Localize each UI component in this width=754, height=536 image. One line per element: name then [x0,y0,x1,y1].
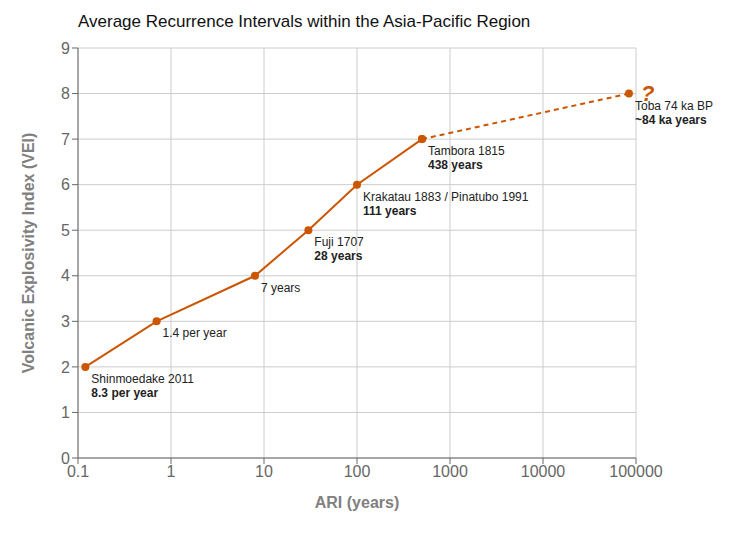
svg-text:1000: 1000 [432,463,468,480]
svg-text:7 years: 7 years [261,281,300,295]
svg-text:ARI (years): ARI (years) [315,494,399,511]
svg-text:Fuji 1707: Fuji 1707 [314,235,364,249]
svg-text:2: 2 [61,359,70,376]
svg-text:1: 1 [167,463,176,480]
svg-text:100000: 100000 [609,463,662,480]
svg-text:10: 10 [255,463,273,480]
svg-text:9: 9 [61,40,70,57]
svg-text:5: 5 [61,222,70,239]
svg-text:10000: 10000 [521,463,566,480]
svg-text:0.1: 0.1 [67,463,89,480]
svg-text:Volcanic Explosivity Index (VE: Volcanic Explosivity Index (VEI) [20,133,37,374]
svg-text:28 years: 28 years [314,249,362,263]
svg-text:4: 4 [61,267,70,284]
svg-text:Shinmoedake 2011: Shinmoedake 2011 [91,372,194,386]
svg-text:8.3 per year: 8.3 per year [91,386,158,400]
svg-text:?: ? [641,81,654,106]
svg-text:Toba 74 ka BP: Toba 74 ka BP [635,98,713,113]
svg-text:1: 1 [61,404,70,421]
svg-text:1.4 per year: 1.4 per year [163,326,227,340]
svg-text:0: 0 [61,450,70,467]
svg-text:100: 100 [344,463,371,480]
html-text:Average Recurrence Intervals w: Average Recurrence Intervals within the … [78,12,531,31]
svg-text:438 years: 438 years [428,158,483,172]
svg-text:6: 6 [61,176,70,193]
svg-text:Krakatau 1883 / Pinatubo 1991: Krakatau 1883 / Pinatubo 1991 [363,190,529,204]
svg-text:7: 7 [61,131,70,148]
svg-text:111 years: 111 years [363,204,417,218]
svg-text:Tambora 1815: Tambora 1815 [428,144,505,158]
svg-text:~84 ka years: ~84 ka years [635,113,707,127]
svg-text:3: 3 [61,313,70,330]
svg-text:8: 8 [61,85,70,102]
